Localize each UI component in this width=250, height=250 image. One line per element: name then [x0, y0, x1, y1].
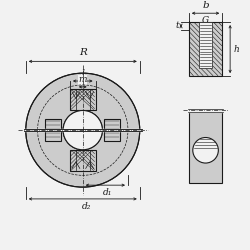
- Circle shape: [193, 138, 218, 163]
- Text: t: t: [176, 22, 179, 30]
- Text: l: l: [81, 69, 84, 78]
- Bar: [46, 119, 61, 141]
- Bar: [70, 150, 96, 172]
- Text: d₁: d₁: [103, 188, 112, 197]
- Text: G: G: [202, 16, 209, 25]
- Bar: [70, 89, 96, 110]
- Text: R: R: [79, 48, 87, 58]
- Circle shape: [63, 110, 102, 150]
- Text: d₂: d₂: [82, 202, 91, 211]
- Bar: [189, 22, 222, 76]
- Bar: [189, 112, 222, 183]
- Wedge shape: [26, 73, 140, 187]
- Text: b: b: [202, 1, 209, 10]
- Bar: [104, 119, 120, 141]
- Circle shape: [63, 110, 102, 150]
- Text: m: m: [78, 76, 87, 84]
- Text: h: h: [233, 44, 239, 54]
- Bar: [199, 22, 212, 68]
